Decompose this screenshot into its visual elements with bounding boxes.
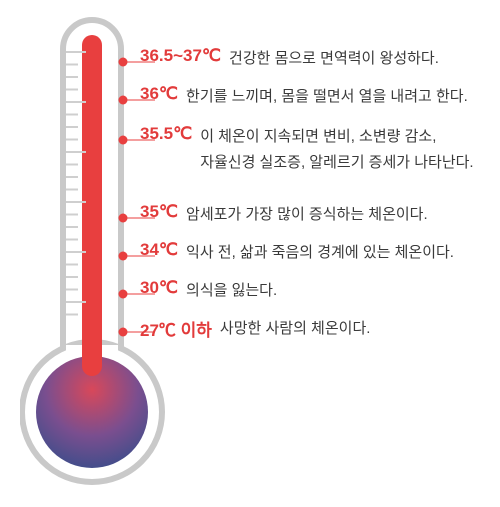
temp-desc: 이 체온이 지속되면 변비, 소변량 감소, 자율신경 실조증, 알레르기 증세…: [200, 124, 473, 175]
temp-desc: 한기를 느끼며, 몸을 떨면서 열을 내려고 한다.: [186, 84, 468, 110]
temp-row: 36.5~37℃ 건강한 몸으로 면역력이 왕성하다.: [140, 46, 439, 72]
temp-value: 27℃ 이하: [140, 316, 212, 341]
temp-value: 34℃: [140, 240, 178, 260]
temp-desc: 암세포가 가장 많이 증식하는 체온이다.: [186, 202, 428, 228]
temp-desc: 익사 전, 삶과 죽음의 경계에 있는 체온이다.: [186, 240, 454, 266]
thermometer: [20, 12, 140, 492]
temp-value: 30℃: [140, 278, 178, 298]
temp-desc: 건강한 몸으로 면역력이 왕성하다.: [229, 46, 439, 72]
temp-row: 30℃ 의식을 잃는다.: [140, 278, 277, 304]
temp-row: 34℃ 익사 전, 삶과 죽음의 경계에 있는 체온이다.: [140, 240, 454, 266]
temp-row: 35℃ 암세포가 가장 많이 증식하는 체온이다.: [140, 202, 428, 228]
temp-desc: 의식을 잃는다.: [186, 278, 277, 304]
temp-value: 35℃: [140, 202, 178, 222]
temp-value: 36.5~37℃: [140, 46, 221, 66]
temp-value: 36℃: [140, 84, 178, 104]
temp-row: 35.5℃ 이 체온이 지속되면 변비, 소변량 감소, 자율신경 실조증, 알레…: [140, 124, 474, 175]
temp-value: 35.5℃: [140, 124, 192, 144]
temp-row: 27℃ 이하 사망한 사람의 체온이다.: [140, 316, 370, 342]
temp-row: 36℃ 한기를 느끼며, 몸을 떨면서 열을 내려고 한다.: [140, 84, 468, 110]
temp-desc: 사망한 사람의 체온이다.: [220, 316, 371, 342]
